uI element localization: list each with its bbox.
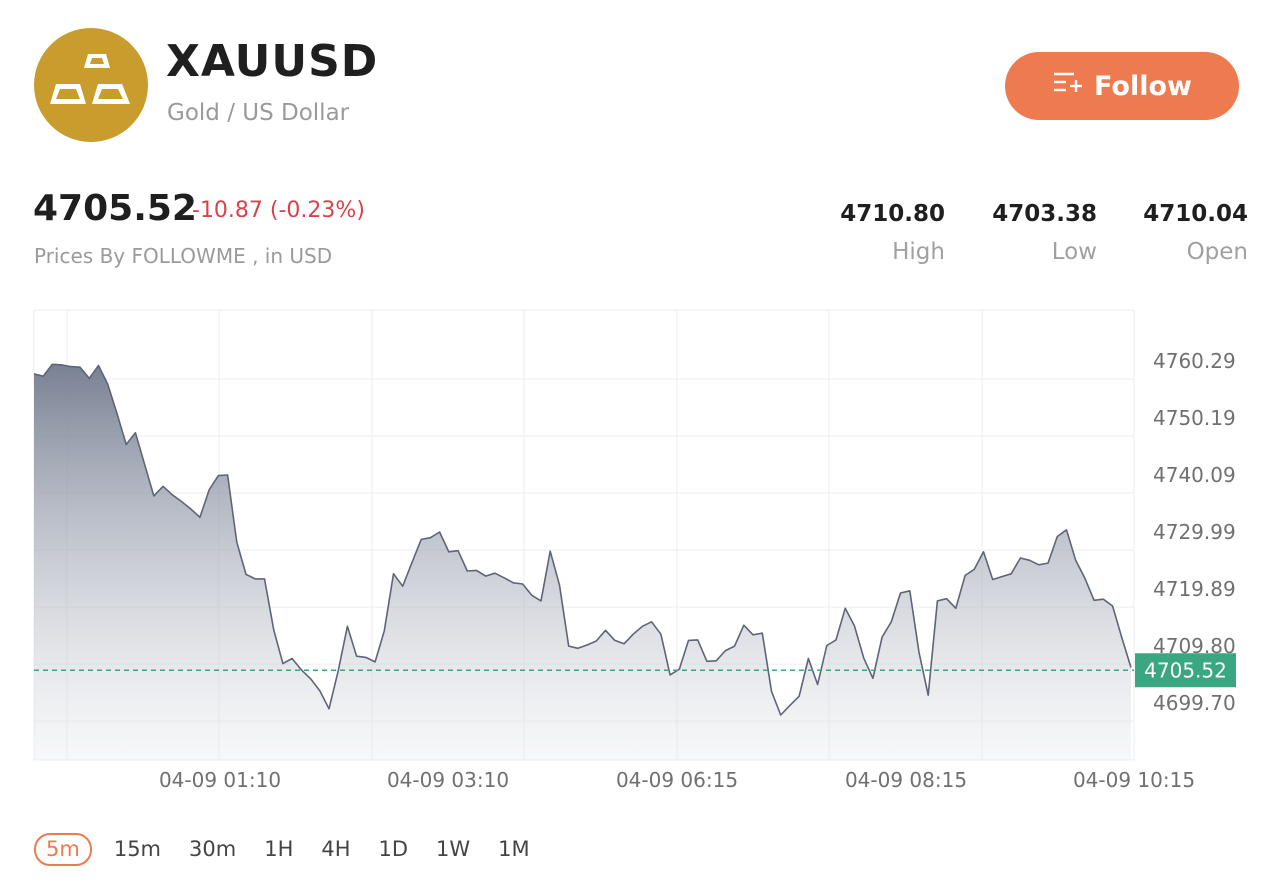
timeframe-selector: 5m 15m 30m 1H 4H 1D 1W 1M [34,833,558,866]
follow-button-label: Follow [1094,70,1192,102]
timeframe-4h[interactable]: 4H [321,837,351,861]
current-price-label: 4705.52 [1144,658,1227,682]
x-tick-label: 04-09 03:10 [387,768,509,792]
high-label: High [892,239,945,265]
open-value: 4710.04 [1143,201,1248,227]
timeframe-30m[interactable]: 30m [189,837,237,861]
y-tick-label: 4699.70 [1153,691,1236,715]
price-source: Prices By FOLLOWME , in USD [34,244,333,268]
follow-button[interactable]: Follow [1005,52,1239,120]
timeframe-1w[interactable]: 1W [436,837,471,861]
price-area [34,364,1131,760]
low-label: Low [1051,239,1097,265]
price-line [33,363,1132,716]
y-tick-label: 4729.99 [1153,520,1236,544]
price-chart[interactable]: 4760.294750.194740.094729.994719.894709.… [0,290,1280,810]
stat-low: 4703.38 Low [957,203,1097,264]
timeframe-1m[interactable]: 1M [498,837,530,861]
price-change: -10.87 (-0.23%) [192,198,365,223]
timeframe-1d[interactable]: 1D [378,837,409,861]
timeframe-1h[interactable]: 1H [264,837,294,861]
x-tick-label: 04-09 08:15 [845,768,967,792]
last-price: 4705.52 [33,188,197,229]
low-value: 4703.38 [992,201,1097,227]
y-tick-label: 4750.19 [1153,406,1236,430]
y-tick-label: 4740.09 [1153,463,1236,487]
instrument-symbol: XAUUSD [166,36,379,87]
timeframe-15m[interactable]: 15m [113,837,162,861]
timeframe-5m[interactable]: 5m [34,833,92,866]
current-price-tag [1135,653,1236,688]
instrument-name: Gold / US Dollar [167,100,350,126]
x-tick-label: 04-09 01:10 [159,768,281,792]
gold-bars-icon [34,28,148,142]
high-value: 4710.80 [840,201,945,227]
y-tick-label: 4760.29 [1153,349,1236,373]
follow-list-icon [1052,70,1084,103]
x-tick-label: 04-09 06:15 [616,768,738,792]
x-tick-label: 04-09 10:15 [1073,768,1195,792]
open-label: Open [1186,239,1248,265]
stat-high: 4710.80 High [805,203,945,264]
stat-open: 4710.04 Open [1108,203,1248,264]
y-tick-label: 4719.89 [1153,577,1236,601]
